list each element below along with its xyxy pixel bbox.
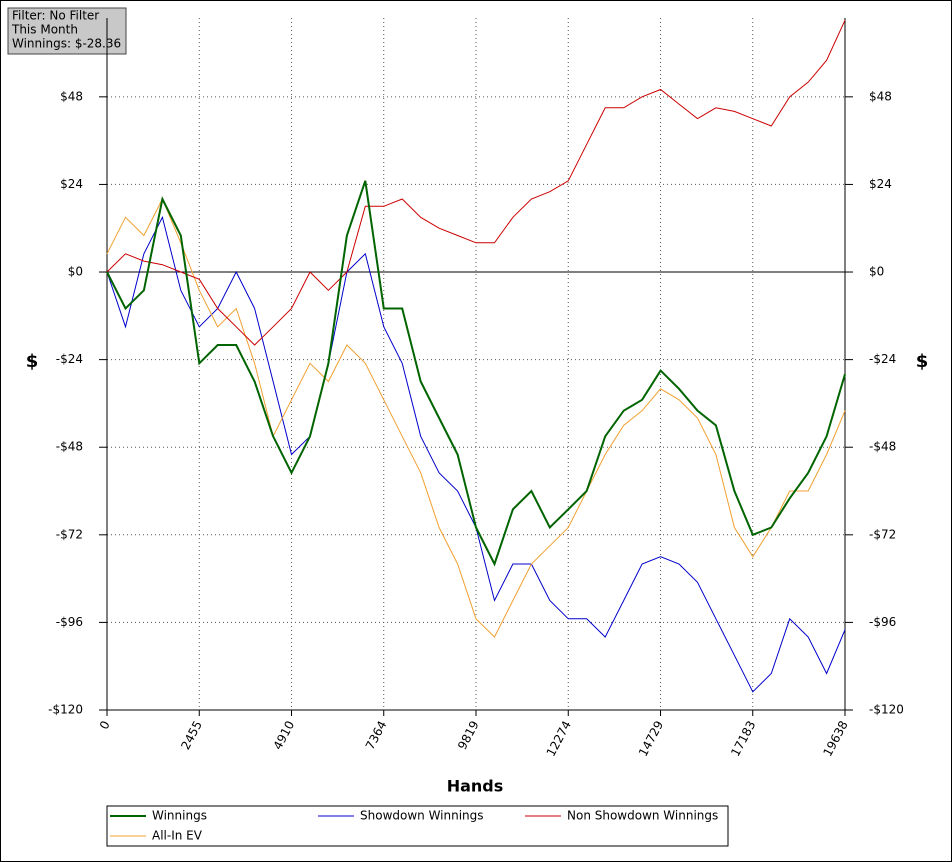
y2-tick-label: -$120	[869, 703, 904, 717]
info-box	[7, 7, 127, 55]
y2-tick-label: -$72	[869, 527, 896, 541]
y2-tick-label: $48	[869, 89, 892, 103]
y-tick-label: $24	[60, 177, 83, 191]
series-line	[106, 197, 846, 638]
series-line	[106, 180, 846, 567]
series-line	[106, 19, 846, 346]
y2-tick-label: $0	[869, 265, 884, 279]
y2-tick-label: -$24	[869, 352, 896, 366]
legend-label: All-In EV	[152, 829, 203, 843]
info-period: This Month	[11, 23, 78, 37]
y-tick-label: -$24	[56, 352, 83, 366]
legend-label: Showdown Winnings	[360, 809, 484, 823]
y-axis-label: $	[26, 351, 39, 372]
y-tick-label: $48	[60, 89, 83, 103]
y2-tick-label: $24	[869, 177, 892, 191]
y-tick-label: $0	[68, 265, 83, 279]
y-tick-label: -$72	[56, 527, 83, 541]
legend	[106, 805, 729, 847]
y2-tick-label: -$48	[869, 440, 896, 454]
y2-tick-label: -$96	[869, 615, 896, 629]
info-winnings: Winnings: $-28.36	[12, 37, 121, 51]
y-tick-label: -$48	[56, 440, 83, 454]
y2-axis-label: $	[916, 351, 929, 372]
y-tick-label: -$120	[48, 703, 83, 717]
legend-label: Winnings	[152, 809, 207, 823]
x-axis-label: Hands	[447, 777, 504, 796]
legend-label: Non Showdown Winnings	[567, 809, 718, 823]
y-tick-label: -$96	[56, 615, 83, 629]
info-filter: Filter: No Filter	[12, 9, 99, 23]
